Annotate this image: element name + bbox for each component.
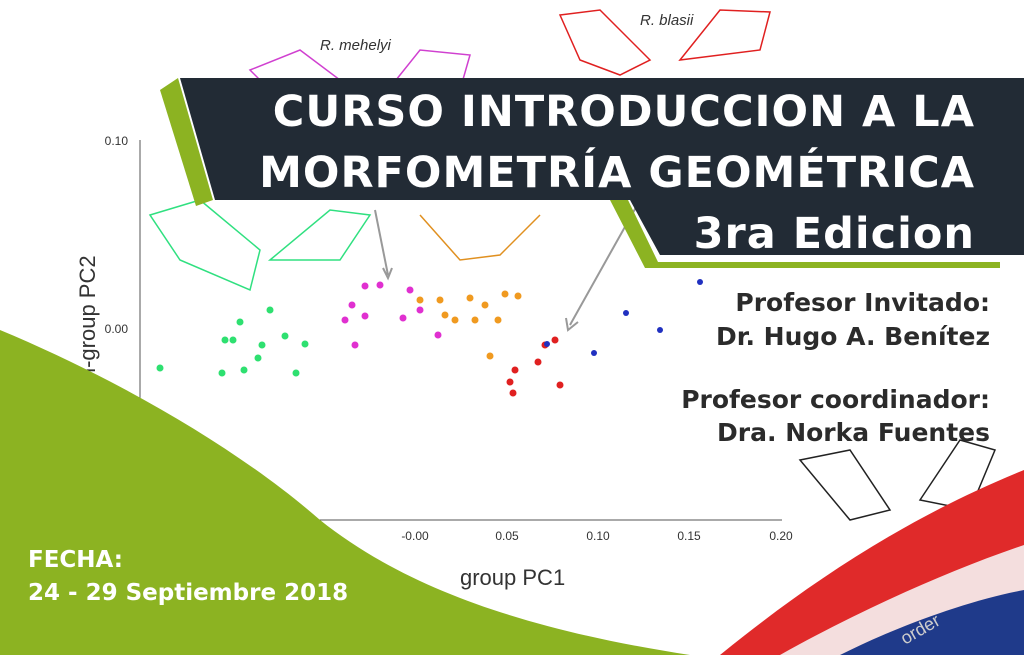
coord-name: Dra. Norka Fuentes xyxy=(717,418,990,447)
species-label: R. blasii xyxy=(640,12,694,29)
title-line: CURSO INTRODUCCION A LA xyxy=(273,87,975,137)
edition: 3ra Edicion xyxy=(694,209,975,259)
x-tick-label: 0.05 xyxy=(495,529,519,543)
scatter-dots xyxy=(156,279,703,397)
y-tick-label: 0.00 xyxy=(105,322,129,336)
guest-label: Profesor Invitado: xyxy=(735,288,990,317)
green-shape xyxy=(0,330,690,655)
banner-stripe xyxy=(610,200,1000,268)
banner xyxy=(180,78,1024,255)
x-tick-label: 0.10 xyxy=(586,529,610,543)
corner-graphic: order xyxy=(720,470,1024,655)
guest-name: Dr. Hugo A. Benítez xyxy=(716,322,990,351)
date-value: 24 - 29 Septiembre 2018 xyxy=(28,580,348,606)
title-line: MORFOMETRÍA GEOMÉTRICA xyxy=(259,147,975,198)
x-tick-label: 0.20 xyxy=(769,529,793,543)
species-label: R. mehelyi xyxy=(320,37,392,54)
x-tick-label: -0.00 xyxy=(401,529,429,543)
banner-stripe xyxy=(160,78,213,206)
x-axis-label: group PC1 xyxy=(460,565,565,590)
date-label: FECHA: xyxy=(28,547,123,573)
coord-label: Profesor coordinador: xyxy=(681,385,990,414)
y-tick-label: 0.10 xyxy=(105,134,129,148)
x-tick-label: 0.15 xyxy=(677,529,701,543)
arrows xyxy=(374,199,641,332)
